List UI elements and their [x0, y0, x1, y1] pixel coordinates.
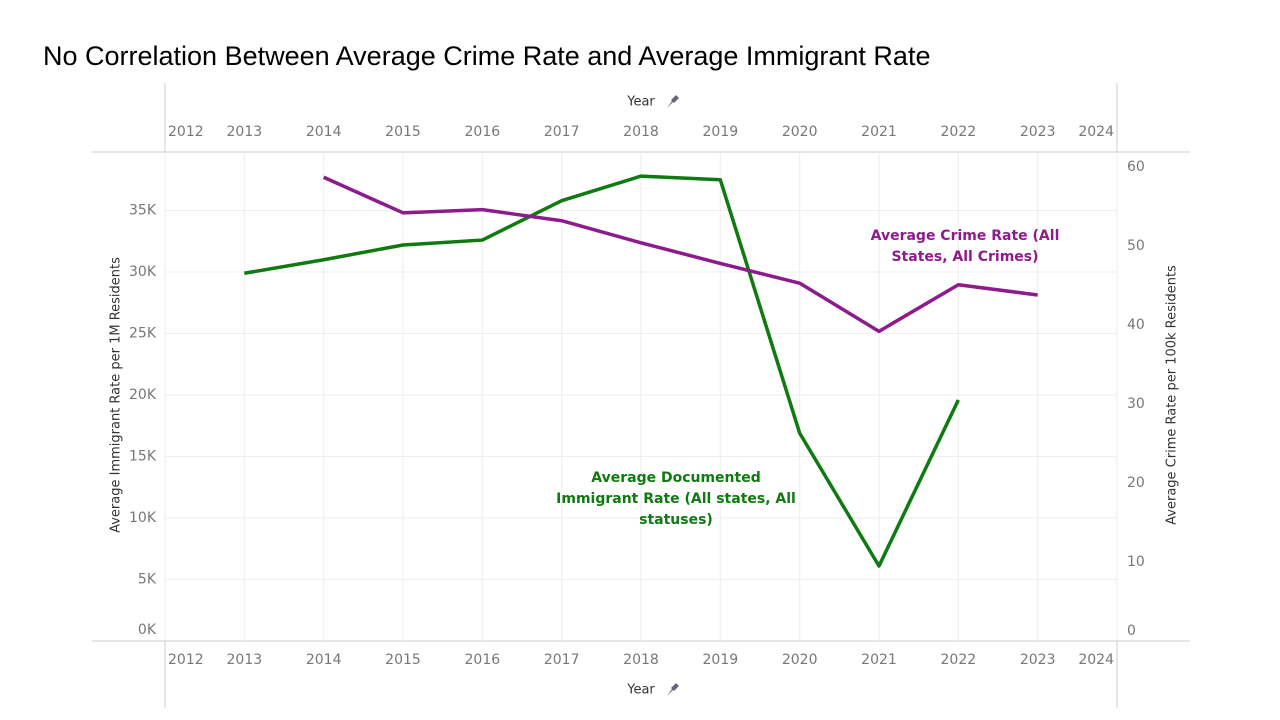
y2-axis-title: Average Crime Rate per 100k Residents [1165, 265, 1180, 525]
series-line [322, 175, 1038, 334]
x-tick-label: 2021 [861, 652, 897, 668]
y2-tick-label: 60 [1127, 159, 1145, 175]
y2-tick-label: 40 [1127, 317, 1145, 333]
x-tick-label: 2012 [168, 652, 204, 668]
y-tick-label: 30K [129, 264, 157, 280]
x-tick-label: 2014 [306, 124, 342, 140]
y-tick-label: 10K [129, 510, 157, 526]
x-tick-label: 2016 [465, 652, 501, 668]
x-tick-label: 2013 [227, 652, 263, 668]
x-tick-label: 2020 [782, 124, 818, 140]
y2-tick-label: 30 [1127, 396, 1145, 412]
x-tick-label: 2023 [1020, 652, 1056, 668]
x-tick-label: 2024 [1078, 124, 1114, 140]
x-tick-label: 2016 [465, 124, 501, 140]
series-annotation: statuses) [639, 512, 713, 528]
y2-tick-label: 20 [1127, 475, 1145, 491]
pin-icon [667, 95, 679, 108]
series-annotation: States, All Crimes) [891, 249, 1038, 265]
x-tick-label: 2021 [861, 124, 897, 140]
x-tick-label: 2015 [385, 652, 421, 668]
x-tick-label: 2019 [703, 652, 739, 668]
x-tick-label: 2012 [168, 124, 204, 140]
x-tick-label: 2014 [306, 652, 342, 668]
y-axis-title: Average Immigrant Rate per 1M Residents [109, 257, 124, 533]
x-tick-label: 2017 [544, 124, 580, 140]
pin-icon [667, 683, 679, 696]
y2-tick-label: 10 [1127, 554, 1145, 570]
x-tick-label: 2019 [703, 124, 739, 140]
x-tick-label: 2024 [1078, 652, 1114, 668]
chart-title: No Correlation Between Average Crime Rat… [43, 41, 930, 71]
series-line [244, 174, 960, 568]
x-tick-label: 2023 [1020, 124, 1056, 140]
y2-tick-label: 0 [1127, 623, 1136, 639]
x-axis-title: Year [626, 95, 655, 110]
y-tick-label: 35K [129, 203, 157, 219]
y-tick-label: 25K [129, 326, 157, 342]
series-annotation: Average Documented [591, 470, 760, 486]
x-tick-label: 2020 [782, 652, 818, 668]
y-tick-label: 15K [129, 449, 157, 465]
x-tick-label: 2022 [941, 652, 977, 668]
x-tick-label: 2013 [227, 124, 263, 140]
x-tick-label: 2018 [623, 652, 659, 668]
y-tick-label: 20K [129, 387, 157, 403]
series-annotation: Immigrant Rate (All states, All [556, 491, 796, 507]
x-tick-label: 2018 [623, 124, 659, 140]
x-tick-label: 2022 [941, 124, 977, 140]
x-tick-label: 2015 [385, 124, 421, 140]
y-tick-label: 5K [138, 572, 157, 588]
x-tick-label: 2017 [544, 652, 580, 668]
y-tick-label: 0K [138, 622, 157, 638]
x-axis-title: Year [626, 683, 655, 698]
y2-tick-label: 50 [1127, 238, 1145, 254]
series-annotation: Average Crime Rate (All [871, 228, 1060, 244]
